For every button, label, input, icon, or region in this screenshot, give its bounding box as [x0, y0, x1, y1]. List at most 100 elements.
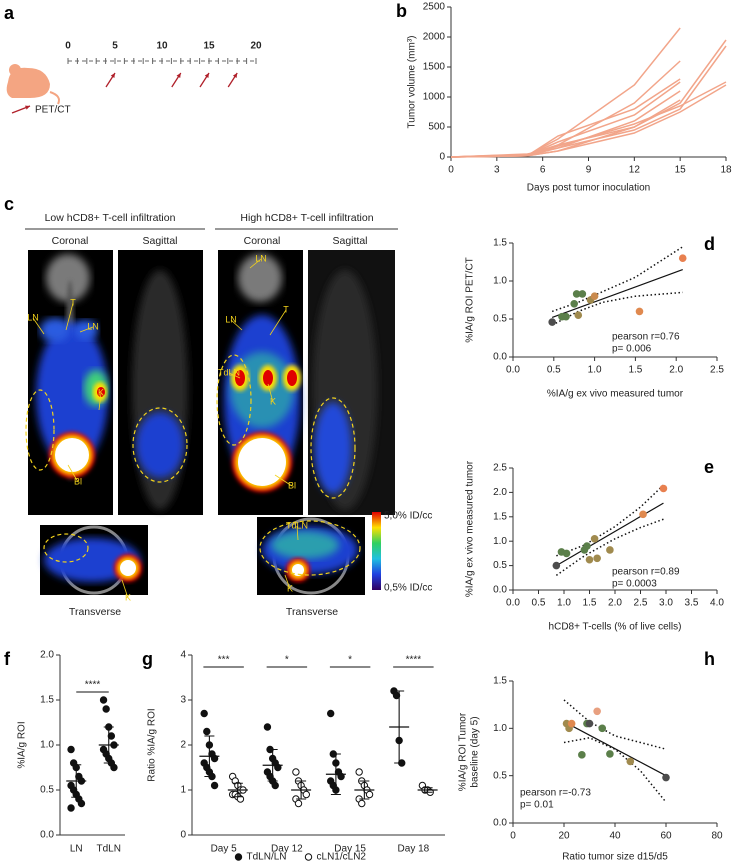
- point: [77, 799, 86, 808]
- pet-signal: [292, 564, 304, 576]
- label-arrow: [284, 574, 291, 590]
- anatomy-label: K: [98, 387, 104, 397]
- legend-marker: [304, 853, 313, 861]
- x-tick-label: Day 18: [398, 844, 430, 855]
- y-tick-label: 0.5: [493, 770, 507, 781]
- panel-letter: b: [396, 1, 407, 21]
- panel-letter: d: [704, 234, 715, 254]
- colorbar: [372, 512, 381, 590]
- x-tick-label: 2.0: [669, 365, 683, 376]
- x-tick-label: 0.5: [547, 365, 561, 376]
- label-arrow: [98, 392, 102, 411]
- annotation: pearson r=0.89: [612, 567, 680, 578]
- y-tick-label: 1.0: [40, 740, 54, 751]
- y-tick-label: 1: [180, 785, 186, 796]
- y-tick-label: 1000: [423, 92, 446, 103]
- series-line: [450, 39, 727, 158]
- y-tick-label: 0: [180, 830, 186, 841]
- point: [639, 510, 647, 519]
- point: [570, 300, 578, 308]
- series-line: [450, 81, 727, 158]
- tumor-outline: [259, 520, 361, 576]
- scan-arrow-head: [204, 73, 209, 78]
- group-title: High hCD8+ T-cell infiltration: [240, 212, 373, 224]
- fit-line: [551, 269, 683, 319]
- y-axis-label: %IA/g ROI: [17, 721, 28, 768]
- point: [583, 542, 591, 550]
- x-tick-label: LN: [70, 844, 83, 855]
- point: [210, 781, 219, 790]
- significance-label: *: [285, 655, 289, 666]
- fit-line: [556, 502, 664, 567]
- x-tick-label: 0.0: [506, 598, 520, 609]
- annotation: pearson r=0.76: [612, 332, 680, 343]
- y-tick-label: 2000: [423, 32, 446, 43]
- scan-arrow-head: [232, 73, 238, 78]
- mouse-tail: [49, 91, 60, 105]
- x-tick-label: 1.5: [583, 598, 597, 609]
- colorbar-max: 5,0% ID/cc: [384, 511, 432, 522]
- legend-marker: [234, 853, 243, 861]
- y-axis-label: %IA/g ROI Tumor: [458, 712, 469, 791]
- ci-band: [551, 246, 684, 313]
- point: [67, 745, 75, 754]
- point: [271, 781, 279, 790]
- anatomy-label: Bl: [74, 476, 82, 486]
- point: [574, 311, 583, 320]
- y-tick-label: 1.5: [40, 695, 54, 706]
- y-tick-label: 0.0: [40, 830, 54, 841]
- x-tick-label: 80: [711, 831, 723, 842]
- y-axis-label: %IA/g ROI PET/CT: [465, 257, 476, 343]
- annotation: p= 0.006: [612, 344, 652, 355]
- point: [678, 254, 687, 262]
- point: [110, 763, 118, 772]
- point: [326, 709, 335, 718]
- anatomy-label: K: [125, 592, 131, 602]
- panel-letter: h: [704, 649, 715, 669]
- x-tick-label: 9: [586, 165, 592, 176]
- pet-signal: [55, 438, 89, 472]
- legend-label: PET/CT: [35, 105, 71, 116]
- point: [578, 290, 587, 298]
- view-label: Sagittal: [332, 235, 367, 247]
- point: [572, 290, 581, 298]
- x-tick-label: Day 15: [334, 844, 366, 855]
- y-axis-label: baseline (day 5): [470, 716, 481, 787]
- x-axis-label: %IA/g ex vivo measured tumor: [547, 389, 684, 400]
- tumor-outline: [25, 389, 55, 471]
- ci-band: [555, 518, 664, 576]
- pet-signal: [46, 254, 90, 302]
- y-tick-label: 3: [180, 695, 186, 706]
- pet-signal: [287, 370, 297, 386]
- x-tick-label: 1.5: [628, 365, 642, 376]
- panel-letter: g: [142, 649, 153, 669]
- point: [548, 318, 556, 326]
- label-arrow: [32, 317, 45, 335]
- y-tick-label: 1.5: [493, 511, 507, 522]
- point: [598, 724, 607, 733]
- point: [606, 750, 614, 758]
- fit-line: [563, 721, 667, 777]
- y-tick-label: 2.0: [40, 650, 54, 661]
- panel-letter: c: [4, 194, 14, 214]
- x-tick-label: 3.0: [659, 598, 673, 609]
- x-tick-label: 1.0: [557, 598, 571, 609]
- view-label: Coronal: [244, 235, 281, 247]
- x-axis-label: Days post tumor inoculation: [527, 183, 650, 194]
- label-arrow: [79, 326, 94, 333]
- point: [67, 804, 75, 812]
- point: [562, 549, 571, 558]
- x-axis-label: Ratio tumor size d15/d5: [562, 852, 668, 863]
- ci-band: [563, 699, 667, 750]
- point: [302, 790, 311, 799]
- y-tick-label: 2.5: [493, 463, 507, 474]
- x-tick-label: 0.5: [532, 598, 546, 609]
- x-tick-label: Day 12: [271, 844, 303, 855]
- x-tick-label: 18: [720, 165, 732, 176]
- point: [590, 292, 599, 301]
- x-tick-label: 0: [510, 831, 516, 842]
- x-tick-label: 0.0: [506, 365, 520, 376]
- anatomy-label: TdLN: [218, 367, 240, 377]
- tumor-outline: [43, 533, 89, 563]
- point: [294, 799, 303, 808]
